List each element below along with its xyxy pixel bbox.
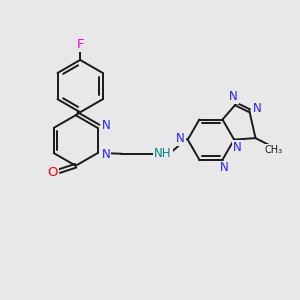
Text: N: N	[176, 132, 185, 145]
Text: NH: NH	[154, 147, 172, 160]
Text: N: N	[101, 148, 110, 161]
Text: F: F	[76, 38, 84, 51]
Text: N: N	[101, 119, 110, 132]
Text: N: N	[233, 141, 242, 154]
Text: N: N	[229, 90, 238, 103]
Text: N: N	[220, 161, 228, 175]
Text: CH₃: CH₃	[264, 145, 282, 155]
Text: N: N	[253, 102, 262, 115]
Text: O: O	[48, 166, 58, 179]
